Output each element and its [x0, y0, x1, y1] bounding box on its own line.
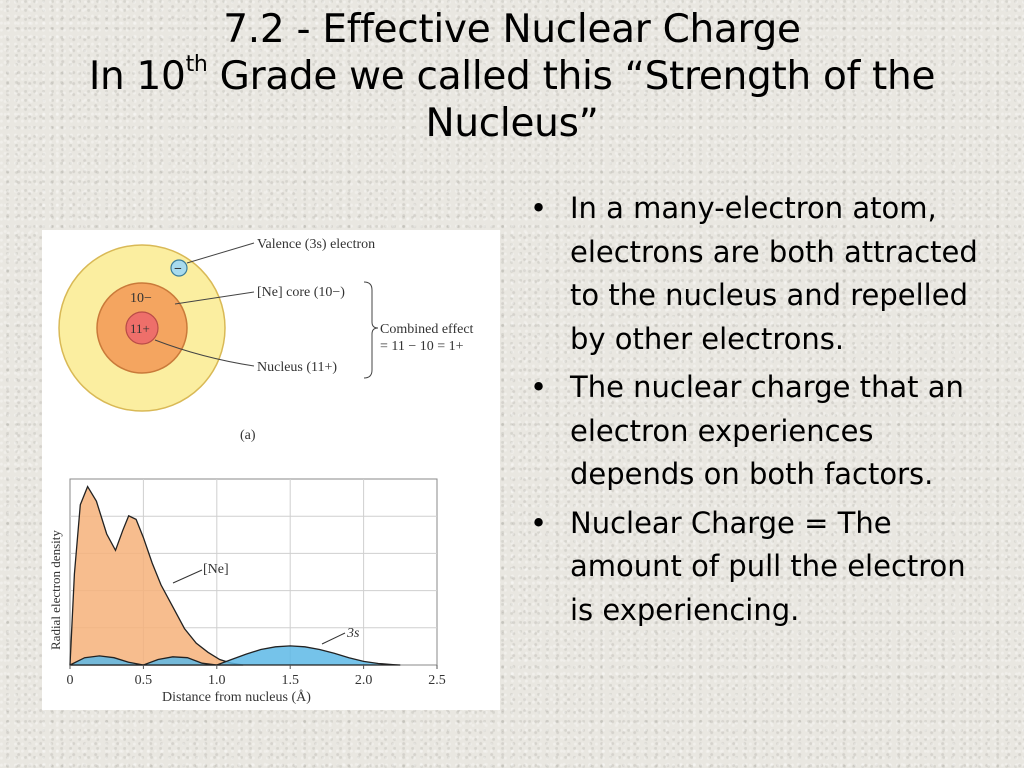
atom-diagram: 10− 11+ − Valence (3s) electron [Ne] cor…: [48, 237, 474, 705]
title-line-3: Nucleus”: [425, 101, 599, 146]
s3-series-label: 3s: [346, 626, 360, 641]
bullet-text: The nuclear charge that an electron expe…: [570, 370, 964, 491]
nucleus-charge: 11+: [130, 321, 150, 336]
panel-label: (a): [240, 428, 256, 443]
ne-series-label: [Ne]: [203, 562, 229, 577]
valence-leader: [186, 242, 255, 264]
bullet-text: Nuclear Charge = The amount of pull the …: [570, 505, 966, 627]
s3-density-area: [69, 645, 401, 666]
combined-effect-line-2: = 11 − 10 = 1+: [380, 339, 464, 354]
chart-xlabel: Distance from nucleus (Å): [162, 689, 311, 705]
s3-series-leader: [321, 632, 346, 645]
nucleus-label: Nucleus (11+): [257, 360, 337, 375]
valence-electron: [170, 259, 188, 277]
bullet-text: In a many-electron atom, electrons are b…: [570, 191, 978, 356]
x-tick-label: 2.5: [428, 673, 446, 688]
nucleus: [125, 311, 159, 345]
x-tick-label: 0.5: [135, 673, 153, 688]
title-line-2-prefix: In 10: [88, 54, 186, 99]
core-label: [Ne] core (10−): [257, 285, 345, 300]
bullet-item: • Nuclear Charge = The amount of pull the…: [528, 502, 983, 633]
combined-brace: [363, 281, 379, 379]
electron-charge: −: [174, 262, 182, 277]
title-line-2: In 10th Grade we called this “Strength o…: [0, 53, 1024, 100]
chart-areas: [69, 485, 401, 666]
bullet-dot: •: [530, 191, 548, 225]
valence-label: Valence (3s) electron: [257, 237, 375, 252]
bullet-item: • The nuclear charge that an electron exp…: [528, 366, 983, 497]
bullet-item: • In a many-electron atom, electrons are …: [528, 187, 983, 361]
bullet-dot: •: [530, 505, 548, 540]
x-tick-label: 2.0: [355, 673, 373, 688]
chart-ylabel: Radial electron density: [48, 530, 63, 650]
combined-effect-line-1: Combined effect: [380, 322, 474, 337]
x-tick-label: 0: [67, 673, 74, 688]
radial-density-chart: 0 0.5 1.0 1.5 2.0 2.5 Radial electron density…: [48, 478, 446, 705]
title-line-1: 7.2 - Effective Nuclear Charge: [223, 7, 801, 52]
x-tick-label: 1.0: [208, 673, 226, 688]
bullet-list: • In a many-electron atom, electrons are …: [528, 187, 983, 637]
bullet-dot: •: [530, 370, 548, 404]
core-leader: [174, 291, 255, 305]
slide-title: 7.2 - Effective Nuclear Charge In 10th G…: [0, 6, 1024, 147]
chart-x-ticks: 0 0.5 1.0 1.5 2.0 2.5: [67, 665, 446, 688]
core-charge: 10−: [130, 291, 152, 306]
title-line-2-suffix: Grade we called this “Strength of the: [207, 54, 936, 99]
ne-series-leader: [172, 569, 203, 584]
textbook-figure: 10− 11+ − Valence (3s) electron [Ne] cor…: [42, 230, 500, 710]
nucleus-leader: [154, 339, 255, 367]
title-superscript: th: [185, 52, 208, 77]
x-tick-label: 1.5: [281, 673, 299, 688]
